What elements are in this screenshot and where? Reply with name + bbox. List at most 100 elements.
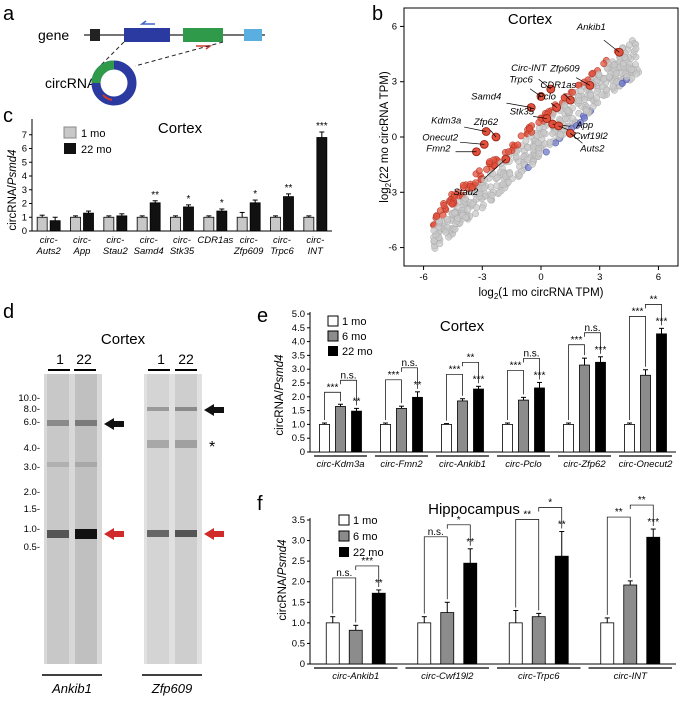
highlight-leader [550, 102, 557, 108]
e-significance: *** [656, 316, 668, 327]
marker-1-5: 1.5- [24, 504, 40, 515]
e-bar [396, 407, 407, 453]
marker-3: 3.0- [24, 462, 40, 473]
highlight-label: Stau2 [453, 187, 479, 198]
arrow-circ-2 [204, 528, 224, 540]
blot2-band-upper-2 [175, 407, 197, 411]
f-bar [623, 584, 638, 665]
f-bracket-label: *** [361, 556, 373, 567]
blot1-lane2 [75, 374, 97, 664]
e-bracket-label: *** [510, 360, 522, 371]
panel-b-label: b [372, 3, 383, 25]
e-bracket [507, 370, 524, 421]
e-bracket-label: n.s. [401, 358, 417, 369]
circrna-ring-green [91, 60, 115, 84]
e-ytick-label: 4.5 [292, 323, 305, 334]
chart-f-title: Hippocampus [428, 501, 520, 518]
highlight-label: Auts2 [579, 143, 605, 154]
f-bracket [355, 565, 380, 587]
scatter-point [593, 94, 600, 102]
e-bar [624, 423, 635, 453]
e-bar [457, 400, 468, 453]
legend-f-swatch-2 [338, 530, 350, 542]
primer-arrow-blue [139, 20, 155, 25]
e-bracket [645, 304, 662, 326]
blot2-name: Zfp609 [151, 681, 192, 696]
f-category-label: circ-Trpc6 [518, 671, 560, 682]
dashed-left [99, 41, 125, 67]
highlight-leader [483, 158, 507, 180]
e-category-label: circ-Onecut2 [619, 459, 674, 470]
highlight-label: Pclo [537, 92, 555, 103]
scatter-point [443, 216, 451, 223]
panel-b: b Cortex -6 -3 0 3 6 6 3 0 -3 -6 Ankib1 Zfp609Circ… [372, 3, 679, 301]
legend-e-swatch-1 [327, 315, 339, 327]
scatter-point [627, 66, 635, 73]
scatter-point [486, 158, 494, 166]
scatter-point [450, 191, 458, 199]
scatter-point [442, 228, 450, 236]
f-bar [440, 612, 455, 665]
marker-0-5: 0.5- [24, 542, 40, 553]
panel-f-label: f [257, 493, 263, 515]
f-bar [646, 536, 661, 665]
scatter-point [464, 206, 472, 213]
blot1-band-upper-2 [75, 420, 97, 426]
c-ytick-label: 5 [22, 157, 27, 168]
blot1-band-mid-2 [75, 462, 97, 467]
scatter-point [468, 200, 476, 208]
c-category-label: circ- [140, 235, 158, 246]
scatter-point [514, 141, 522, 149]
scatter-point [506, 170, 514, 178]
legend-f-swatch-3 [339, 547, 349, 557]
highlight-label: Kdm3a [431, 115, 461, 126]
legend-f-swatch-1 [338, 514, 350, 526]
e-bar [595, 361, 606, 453]
blot1-band-circ-1 [47, 530, 69, 538]
c-bar [270, 216, 281, 232]
e-bar [534, 387, 545, 453]
f-bracket-label: ** [638, 495, 646, 506]
highlight-label: Zfp609 [549, 63, 580, 74]
scatter-point [454, 215, 462, 222]
f-significance: ** [558, 520, 566, 531]
marker-1: 1.0- [24, 524, 40, 535]
highlight-leader [576, 77, 591, 86]
c-bar [183, 206, 194, 232]
f-ytick-label: 1.0 [292, 618, 305, 629]
scatter-point [540, 129, 548, 137]
e-bracket [523, 358, 540, 380]
e-ytick-label: 3.0 [292, 364, 305, 375]
c-bar [36, 216, 48, 232]
e-ytick-label: 1.0 [292, 419, 305, 430]
scatter-point [569, 115, 577, 123]
blot1-band-upper-1 [47, 420, 69, 426]
scatter-point [620, 60, 627, 68]
e-bracket-label: *** [449, 364, 461, 375]
blot1-name: Ankib1 [51, 681, 92, 696]
blot2-lane2 [175, 374, 197, 664]
c-ytick-label: 7 [22, 130, 27, 141]
scatter-point [587, 91, 594, 99]
e-bracket-label: ** [650, 294, 658, 305]
chart-f-ylabel: circRNA/Psmd4 [277, 539, 289, 620]
legend-c-label-1: 1 mo [81, 128, 105, 140]
e-bracket [446, 373, 463, 421]
c-bar [136, 216, 148, 232]
scatter-point [564, 107, 572, 115]
scatter-ytick-label: 6 [392, 21, 397, 32]
c-category-label: Stk35 [170, 246, 195, 257]
highlight-label: App [575, 120, 593, 131]
highlight-label: Samd4 [471, 92, 501, 103]
c-bar [316, 137, 328, 232]
c-category-label: circ- [273, 235, 291, 246]
c-bar [203, 216, 215, 232]
scatter-point [472, 210, 480, 218]
e-bar [502, 423, 513, 453]
f-bracket-label: ** [523, 510, 531, 521]
e-bracket [340, 379, 357, 406]
legend-e-swatch-3 [328, 346, 338, 356]
c-bar [83, 212, 94, 232]
scatter-point [436, 240, 444, 248]
